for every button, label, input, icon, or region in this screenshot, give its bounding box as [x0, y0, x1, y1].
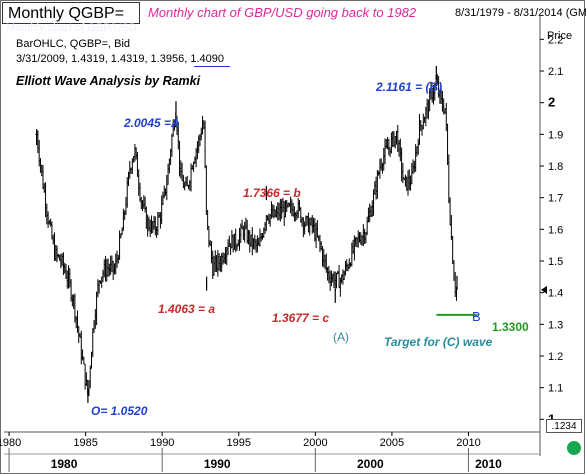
y-tick-label: 2.2	[548, 34, 563, 46]
annotation-low-a: 1.4063 = a	[158, 302, 216, 316]
x-tick-label: 1995	[227, 437, 251, 449]
annotation-label-b: B	[472, 309, 481, 324]
y-tick-label: 1	[548, 411, 555, 426]
decade-label: 1980	[51, 457, 78, 471]
annotation-high-a: 2.0045 =A	[124, 116, 180, 130]
decade-label: 2000	[357, 457, 384, 471]
date-range: 8/31/1979 - 8/31/2014 (GMT)	[455, 7, 586, 19]
price-bars	[35, 65, 478, 403]
target-value-label: 1.3300	[492, 320, 529, 334]
annotation-wave-a: (A)	[333, 330, 349, 344]
decade-label: 1990	[204, 457, 231, 471]
ghost-text: Monthly chart of GBP/USD	[6, 22, 137, 34]
y-tick-label: 1.4	[548, 288, 563, 300]
x-tick-label: 1990	[150, 437, 174, 449]
chart-title-box: Monthly QGBP=	[2, 2, 140, 24]
y-tick-label: 2	[548, 95, 555, 110]
ohlc-legend-line2: 3/31/2009, 1.4319, 1.4319, 1.3956, 1.409…	[16, 53, 224, 65]
ohlc-legend-line1: BarOHLC, QGBP=, Bid	[16, 38, 131, 50]
annotation-low-c: 1.3677 = c	[272, 311, 330, 325]
x-tick-label: 1980	[0, 437, 21, 449]
y-tick-label: 1.9	[548, 129, 563, 141]
target-text: Target for (C) wave	[384, 335, 493, 349]
y-tick-label: 2.1	[548, 66, 563, 78]
annotation-peak-b: 1.7366 = b	[243, 186, 301, 200]
y-tick-label: 1.8	[548, 161, 563, 173]
y-tick-label: 1.1	[548, 383, 563, 395]
y-tick-label: 1.6	[548, 224, 563, 236]
chart-frame	[4, 14, 541, 456]
y-tick-label: 1.2	[548, 351, 563, 363]
y-tick-label: 1.3	[548, 319, 563, 331]
x-tick-label: 2000	[303, 437, 327, 449]
x-tick-label: 2010	[456, 437, 480, 449]
annotation-high-b: 2.1161 = (B)	[376, 80, 443, 94]
x-tick-label: 2005	[380, 437, 404, 449]
chart-subtitle: Monthly chart of GBP/USD going back to 1…	[148, 5, 417, 20]
x-tick-label: 1985	[73, 437, 97, 449]
axes: 2.2 2.1 2 1.9 1.8 1.7 1.6 1.5 1.4 1.3 1.2 1.1 1 1980 1…	[0, 34, 563, 472]
y-tick-label: 1.7	[548, 193, 563, 205]
status-indicator-icon[interactable]	[567, 441, 581, 455]
last-price-marker	[541, 285, 547, 294]
last-value-underline	[194, 66, 230, 67]
y-tick-label: 1.5	[548, 256, 563, 268]
price-readout-box: .1234	[546, 419, 582, 433]
price-axis-title: Price	[547, 30, 573, 42]
chart-wave-title: Elliott Wave Analysis by Ramki	[16, 74, 201, 88]
decade-label: 2010	[475, 457, 502, 471]
annotation-low-o: O= 1.0520	[91, 404, 148, 418]
